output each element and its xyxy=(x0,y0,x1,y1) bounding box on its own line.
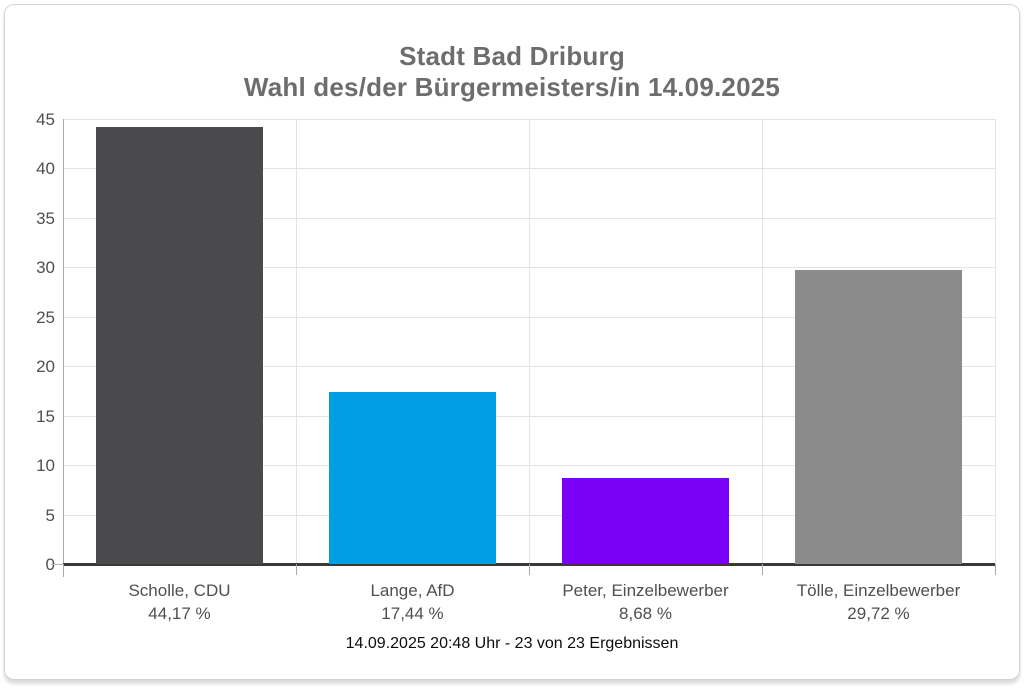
chart-footer: 14.09.2025 20:48 Uhr - 23 von 23 Ergebni… xyxy=(345,635,679,652)
candidate-name: Scholle, CDU xyxy=(128,581,231,600)
x-axis-tick xyxy=(63,564,64,575)
chart-title-line2: Wahl des/der Bürgermeisters/in 14.09.202… xyxy=(243,72,781,102)
chart-title-line1: Stadt Bad Driburg xyxy=(399,41,625,71)
candidate-percentage: 29,72 % xyxy=(847,604,910,623)
candidate-name: Tölle, Einzelbewerber xyxy=(796,581,961,600)
y-tick-label: 45 xyxy=(36,110,55,129)
candidate-name: Peter, Einzelbewerber xyxy=(562,581,729,600)
plot-area: 0 5 10 15 20 25 30 35 40 45 Scholle, CDU 44,17 % Lan… xyxy=(5,5,1019,679)
x-axis-tick xyxy=(296,564,297,575)
y-tick-label: 10 xyxy=(36,456,55,476)
candidate-percentage: 44,17 % xyxy=(148,604,211,623)
x-axis-tick xyxy=(762,564,763,575)
y-tick-label: 35 xyxy=(36,208,55,228)
x-category-label: Scholle, CDU 44,17 % xyxy=(63,579,296,625)
x-axis-zero-stub xyxy=(51,564,63,565)
y-tick-label: 25 xyxy=(36,307,55,327)
y-tick-label: 30 xyxy=(36,258,55,278)
y-tick-label: 15 xyxy=(36,406,55,426)
bar-tölle xyxy=(795,270,962,564)
chart-card: Stadt Bad Driburg Wahl des/der Bürgermei… xyxy=(4,4,1020,680)
candidate-percentage: 8,68 % xyxy=(619,604,672,623)
bar-lange xyxy=(329,391,496,564)
y-tick-label: 40 xyxy=(36,159,55,179)
x-axis-tick xyxy=(529,564,530,575)
y-axis-line xyxy=(63,119,64,577)
bar-scholle xyxy=(96,127,263,564)
x-axis-tick xyxy=(995,564,996,575)
chart-title: Stadt Bad Driburg Wahl des/der Bürgermei… xyxy=(5,41,1019,103)
v-gridline xyxy=(995,119,996,564)
v-gridline xyxy=(529,119,530,564)
v-gridline xyxy=(296,119,297,564)
y-tick-label: 20 xyxy=(36,357,55,377)
y-tick-label: 5 xyxy=(45,505,55,525)
y-tick-label: 0 xyxy=(13,556,55,573)
x-category-label: Peter, Einzelbewerber 8,68 % xyxy=(529,579,762,625)
x-category-label: Lange, AfD 17,44 % xyxy=(296,579,529,625)
candidate-percentage: 17,44 % xyxy=(381,604,444,623)
candidate-name: Lange, AfD xyxy=(370,581,455,600)
v-gridline xyxy=(762,119,763,564)
x-category-label: Tölle, Einzelbewerber 29,72 % xyxy=(762,579,995,625)
bar-peter xyxy=(562,478,729,564)
